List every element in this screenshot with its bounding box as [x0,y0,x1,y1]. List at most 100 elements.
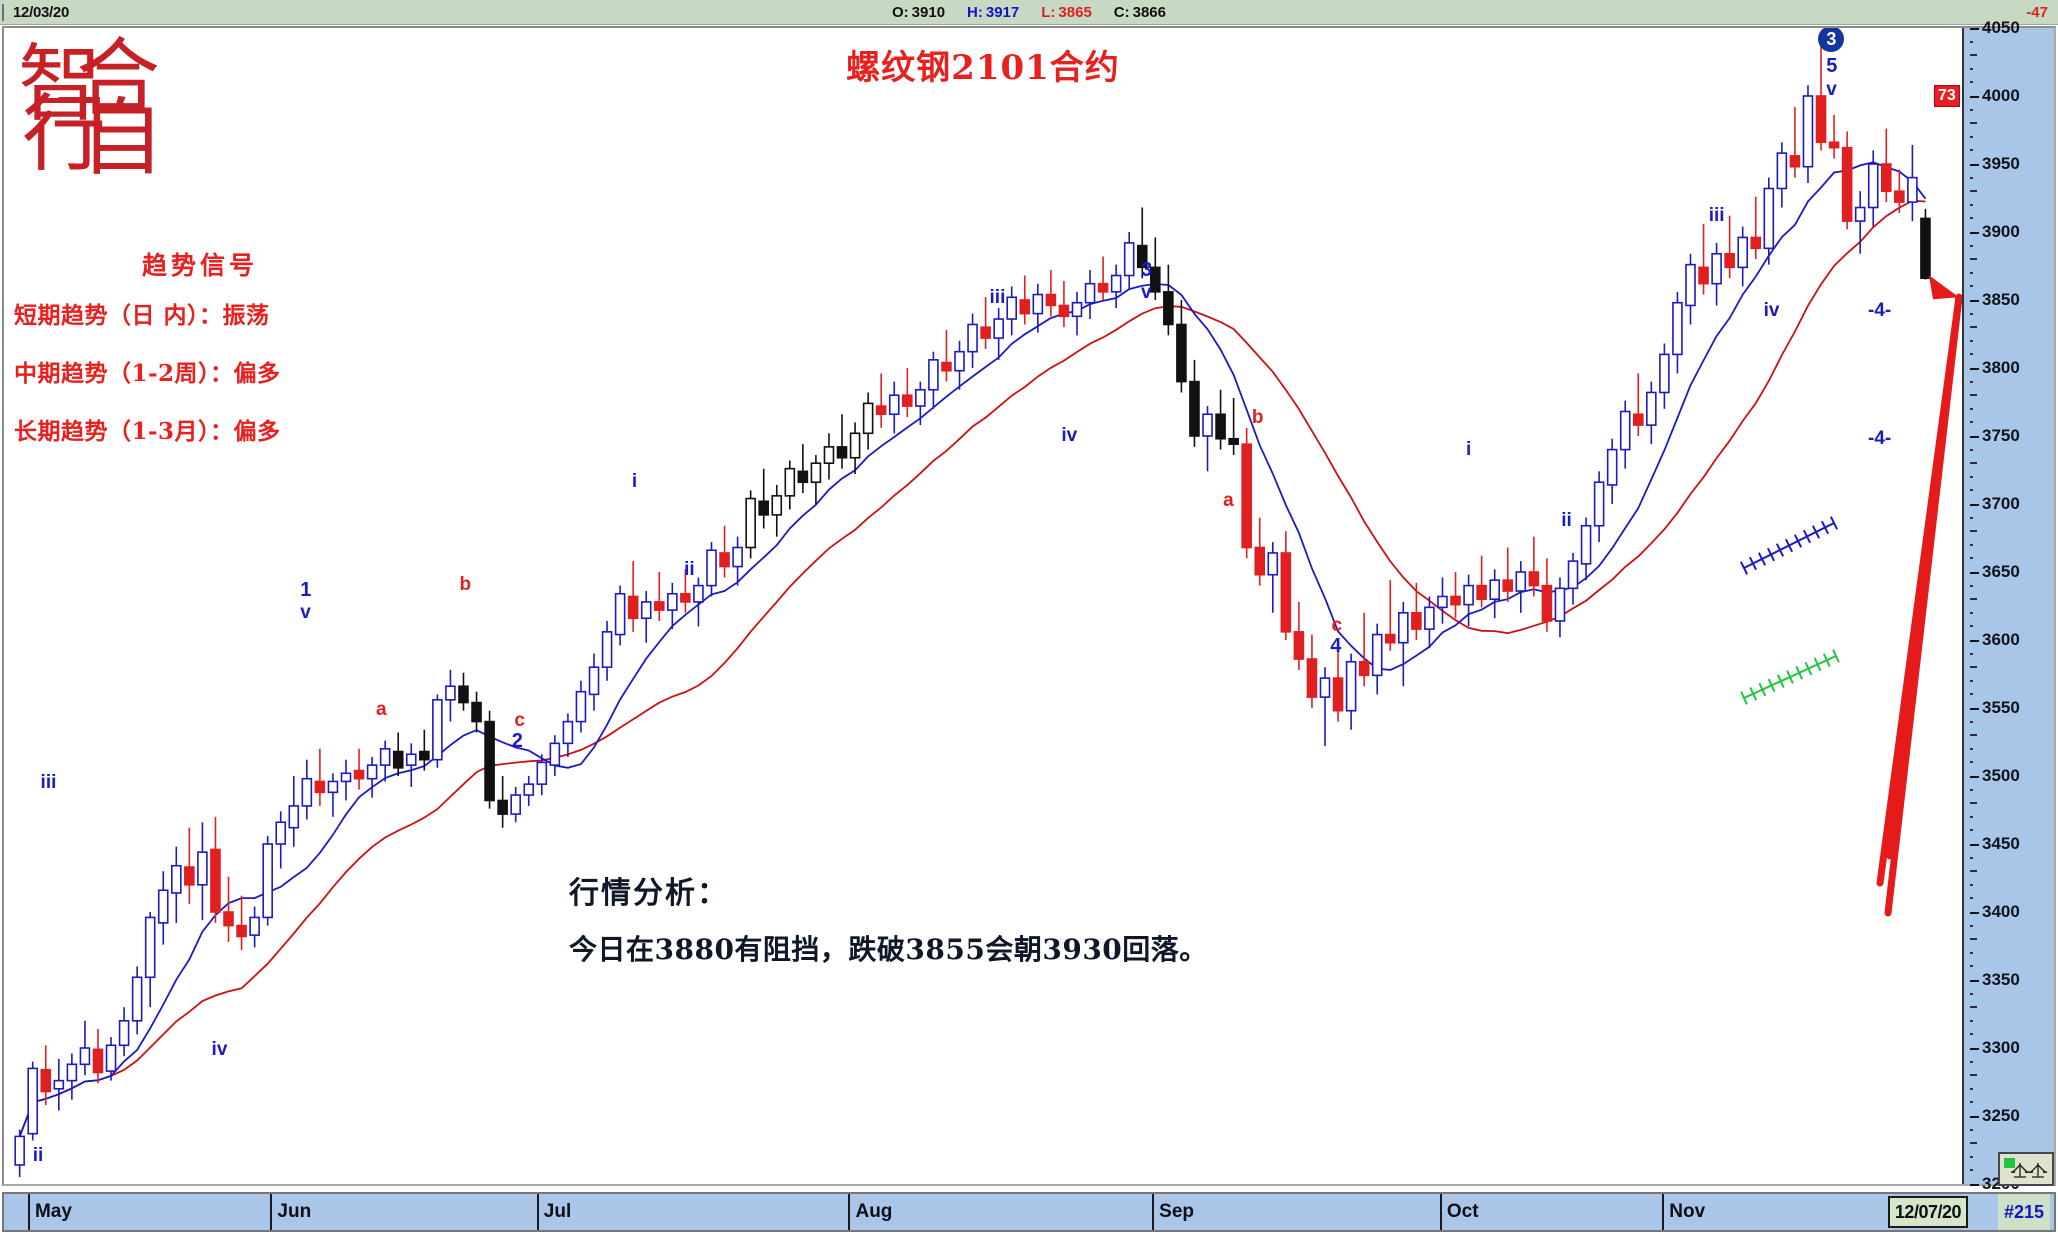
price-minor-tick [1970,1033,1973,1036]
price-minor-tick [1970,285,1973,288]
hatch-tick [1793,534,1803,548]
candle-body [862,402,874,435]
price-axis[interactable]: 4050 4000 3950 3900 3850 3800 3750 3700 3650 3600… [1962,18,2054,1193]
price-minor-tick [1970,1128,1973,1131]
hatch-tick [1822,653,1831,667]
price-minor-tick [1970,815,1973,818]
candle-body [1019,299,1031,315]
chart-frame: 智 合 行 自 螺纹钢2101合约 趋势信号 短期趋势（日 内）：振荡 中期趋势… [2,18,2056,1193]
candle-body [614,592,626,636]
candle-body [706,549,717,587]
chart-plot-area[interactable]: 智 合 行 自 螺纹钢2101合约 趋势信号 短期趋势（日 内）：振荡 中期趋势… [4,28,1962,1184]
candle-body [1789,155,1801,168]
price-minor-tick [1970,475,1973,478]
candle-body [875,405,887,416]
candle-body [66,1063,78,1082]
candle-body [184,866,195,886]
price-minor-tick [1970,271,1973,274]
price-minor-tick [1970,1019,1973,1022]
candle-body [1371,633,1383,677]
candle-body [915,388,926,407]
candle-body [1659,353,1670,394]
price-minor-tick [1970,951,1973,954]
candle-body [1202,413,1213,437]
price-minor-tick [1970,217,1973,220]
price-minor-tick [1970,679,1973,682]
hatch-tick [1804,661,1813,676]
candle-body [1685,263,1696,307]
candle-body [1189,380,1200,437]
candle-body [901,394,913,407]
candle-body [640,601,652,620]
hatch-tick [1813,657,1822,672]
candle-body [1737,236,1749,269]
price-tick-4050: 4050 [1970,18,2020,38]
price-tick-3400: 3400 [1970,902,2020,922]
candle-body [1306,658,1318,698]
trend-signal-long: 长期趋势（1-3月）：偏多 [14,418,281,445]
price-minor-tick [1970,394,1977,397]
month-tick-oct: Oct [1439,1194,1479,1230]
price-tick-4000: 4000 [1970,86,2020,106]
candle-body [27,1067,39,1135]
candle-body [1241,443,1252,549]
hatch-tick [1757,552,1767,566]
price-minor-tick [1970,1142,1977,1145]
candle-body [53,1079,65,1090]
price-minor-tick [1970,81,1973,84]
candle-body [1750,236,1762,250]
candle-body [1411,611,1422,630]
change-value: -47 [2026,3,2048,21]
candle-body [1828,141,1840,149]
candle-body [719,552,730,568]
price-minor-tick [1970,856,1973,859]
candle-body [1580,524,1592,565]
price-minor-tick [1970,516,1973,519]
candle-body [445,685,456,701]
candle-body [1880,163,1892,193]
price-minor-tick [1970,870,1977,873]
red-fan-arrow [1876,275,1962,917]
month-tick-aug: Aug [848,1194,892,1230]
candle-body [197,851,208,886]
candle-body [1489,579,1500,600]
candle-body [1437,595,1448,609]
candle-body [523,783,535,796]
candle-body [314,780,326,794]
candle-body [118,1019,130,1047]
candle-body [1463,584,1474,606]
candle-body [732,546,743,568]
month-tick-nov: Nov [1662,1194,1705,1230]
hatch-tick [1811,525,1821,539]
high-value: 3917 [985,3,1020,21]
price-tick-3350: 3350 [1970,970,2020,990]
hatch-tick [1766,547,1776,562]
fan-arrowhead [1929,275,1959,300]
price-minor-tick [1970,135,1973,138]
fan-ray-3 [1884,293,1962,917]
candle-body [419,750,430,761]
candle-body [549,742,561,766]
candle-body [536,761,548,785]
hatch-tick [1784,538,1794,553]
trend-signal-title: 趋势信号 [142,251,259,280]
time-axis[interactable]: 12/07/20 #215 May Jun Jul Aug Sep Oct Nov [2,1192,2056,1232]
price-minor-tick [1970,54,1977,57]
candle-body [601,631,613,669]
close-label: C: [1113,3,1130,21]
price-minor-tick [1970,720,1973,723]
price-minor-tick [1970,611,1973,614]
candle-body [405,753,417,766]
candle-body [301,777,313,807]
current-price-tag: 73 [1934,85,1960,107]
candle-body [1384,633,1396,644]
price-minor-tick [1970,897,1973,900]
scales-icon[interactable] [1998,1152,2054,1186]
price-minor-tick [1970,203,1973,206]
price-minor-tick [1970,747,1973,750]
candle-body [1097,282,1109,293]
candle-body [1176,323,1187,383]
price-minor-tick [1970,666,1977,669]
price-tick-3800: 3800 [1970,358,2020,378]
